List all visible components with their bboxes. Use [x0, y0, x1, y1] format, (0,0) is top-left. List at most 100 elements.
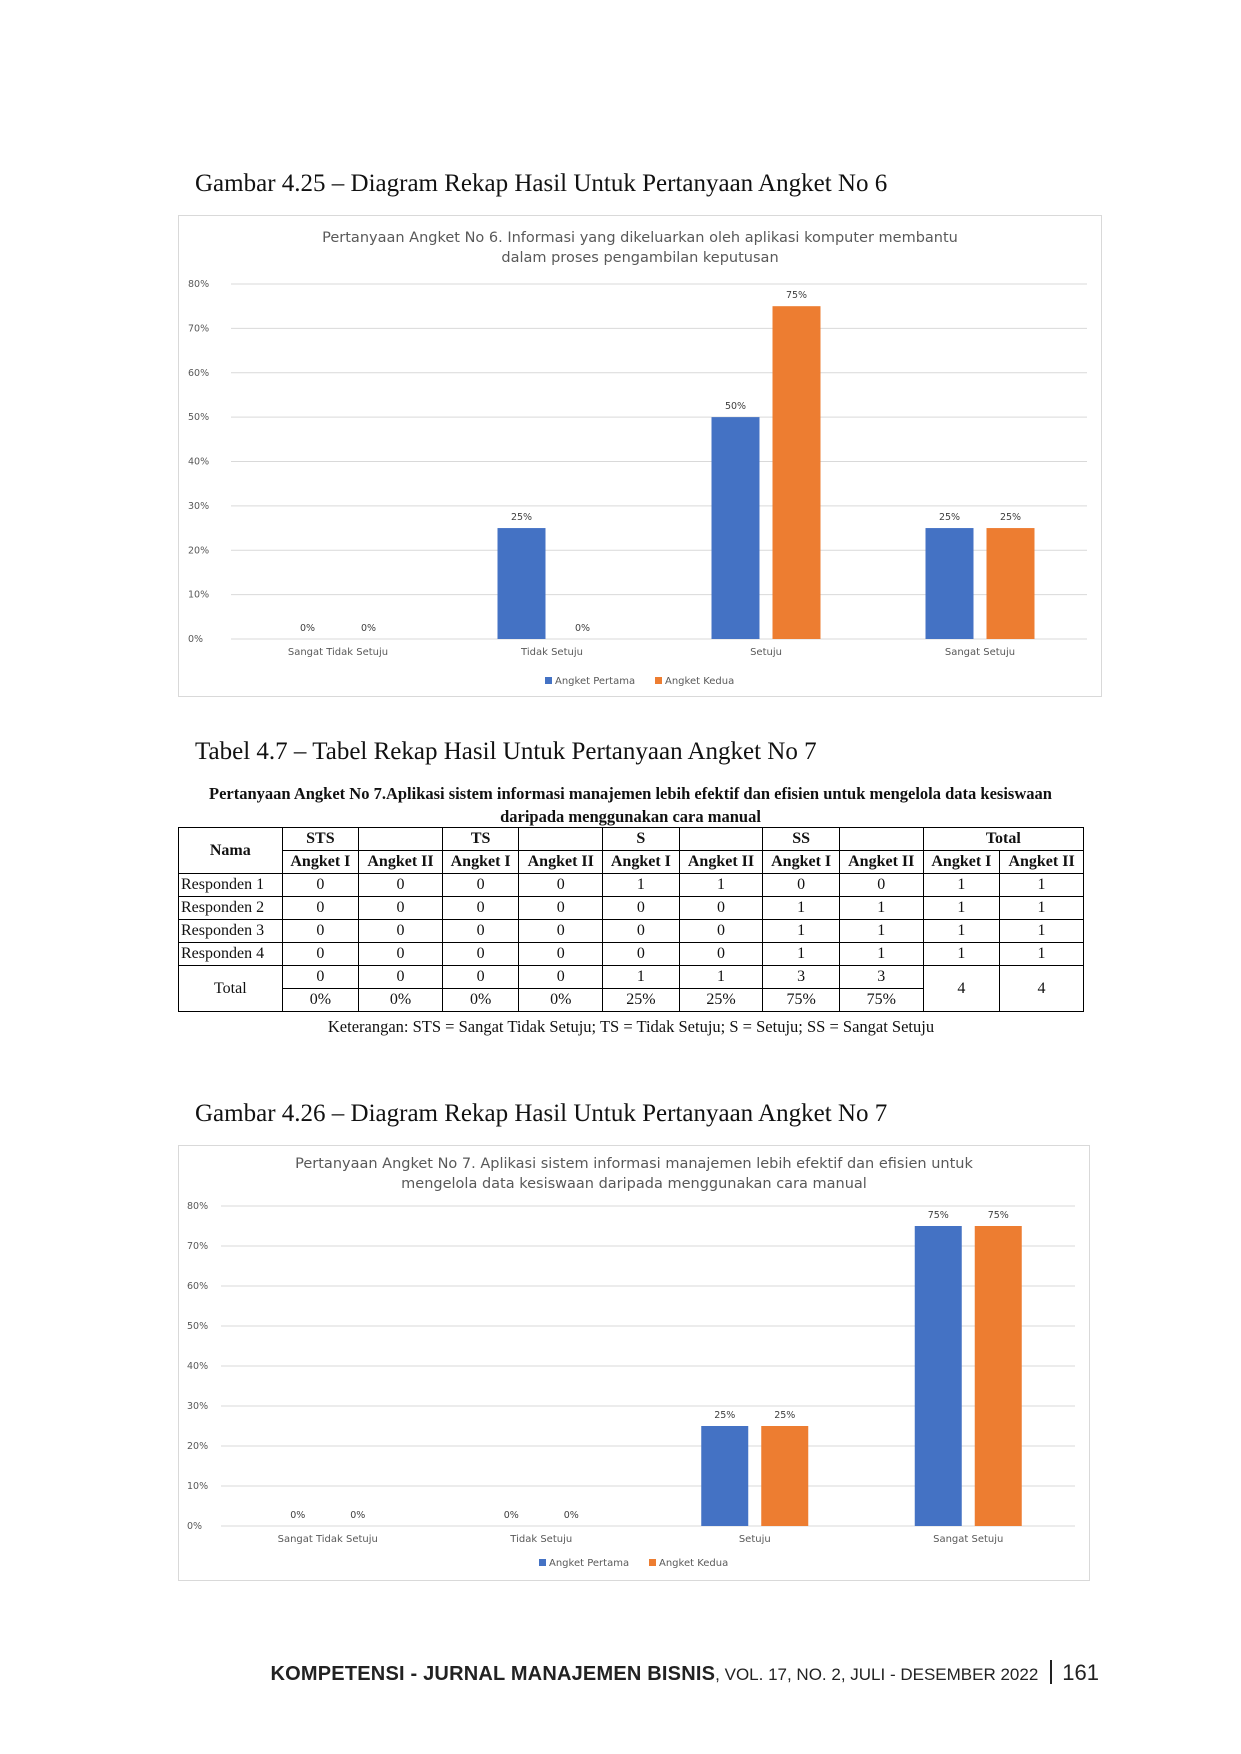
rekap-table: Nama STS TS S SS Total Angket I Angket I…: [178, 827, 1085, 1012]
header-total: Total: [922, 827, 1085, 851]
table-title: Pertanyaan Angket No 7.Aplikasi sistem i…: [178, 782, 1083, 828]
cell: 0: [281, 896, 360, 920]
total-count: 3: [762, 965, 840, 989]
y-tick-label: 70%: [188, 323, 209, 334]
data-label: 25%: [1000, 512, 1021, 523]
table-title-line2: daripada menggunakan cara manual: [500, 807, 761, 826]
cell: 1: [922, 873, 1001, 897]
y-tick-label: 40%: [187, 1361, 208, 1372]
y-tick-label: 80%: [187, 1201, 208, 1212]
y-tick-label: 40%: [188, 457, 209, 468]
cell: 1: [678, 873, 764, 897]
sub-header: Angket I: [922, 850, 1001, 874]
category-label: Sangat Setuju: [945, 647, 1015, 658]
cell: 0: [441, 896, 520, 920]
cell: 0: [441, 942, 520, 966]
sub-header: Angket II: [518, 850, 604, 874]
total-row-counts: Total 0 0 0 0 1 1 3 3 4 4: [178, 965, 1084, 1012]
cell: 1: [999, 896, 1084, 920]
table-caption: Tabel 4.7 – Tabel Rekap Hasil Untuk Pert…: [195, 738, 817, 765]
data-label: 0%: [575, 623, 590, 634]
cell: 1: [999, 873, 1084, 897]
table-row: Responden 3 0 0 0 0 0 0 1 1 1 1: [178, 919, 1084, 943]
y-tick-label: 50%: [188, 412, 209, 423]
category-label: Sangat Setuju: [933, 1534, 1003, 1545]
cell: 1: [999, 919, 1084, 943]
data-label: 0%: [504, 1510, 519, 1521]
legend-label: Angket Pertama: [555, 676, 635, 687]
data-label: 0%: [300, 623, 315, 634]
category-label: Sangat Tidak Setuju: [278, 1534, 378, 1545]
cell: 1: [999, 942, 1084, 966]
table-row: Responden 1 0 0 0 0 1 1 0 0 1 1: [178, 873, 1084, 897]
y-tick-label: 50%: [187, 1321, 208, 1332]
cell: 1: [838, 942, 924, 966]
cell: 0: [281, 873, 360, 897]
cell: 0: [281, 942, 360, 966]
total-pct: 0%: [358, 988, 443, 1012]
y-tick-label: 20%: [187, 1441, 208, 1452]
journal-volume: , VOL. 17, NO. 2, JULI - DESEMBER 2022: [715, 1665, 1039, 1684]
chart-angket-7: Pertanyaan Angket No 7. Aplikasi sistem …: [178, 1145, 1090, 1581]
cell: 0: [678, 919, 764, 943]
page-footer: KOMPETENSI - JURNAL MANAJEMEN BISNIS, VO…: [270, 1660, 1099, 1686]
data-label: 75%: [786, 290, 807, 301]
header-nama: Nama: [178, 827, 283, 874]
chart-angket-6-svg: Pertanyaan Angket No 6. Informasi yang d…: [188, 230, 1087, 687]
y-tick-label: 30%: [188, 501, 209, 512]
cell: 0: [762, 873, 840, 897]
y-tick-label: 70%: [187, 1241, 208, 1252]
journal-name: KOMPETENSI - JURNAL MANAJEMEN BISNIS: [270, 1663, 716, 1685]
total-count: 1: [678, 965, 764, 989]
total-pct: 75%: [762, 988, 840, 1012]
total-count: 0: [281, 965, 360, 989]
data-label: 25%: [714, 1410, 735, 1421]
footer-separator: [1050, 1660, 1053, 1684]
bar: [497, 528, 546, 639]
total-count: 1: [602, 965, 680, 989]
total-row-pcts: 0% 0% 0% 0% 25% 25% 75% 75%: [179, 988, 1084, 1012]
total-pct: 25%: [602, 988, 680, 1012]
cell: 1: [922, 919, 1001, 943]
table-header-row-1: Nama STS TS S SS Total: [178, 827, 1085, 874]
y-tick-label: 10%: [187, 1481, 208, 1492]
sub-header: Angket I: [281, 850, 360, 874]
category-label: Setuju: [750, 647, 782, 658]
chart-angket-6: Pertanyaan Angket No 6. Informasi yang d…: [178, 215, 1102, 697]
page-number: 161: [1062, 1660, 1099, 1685]
total-pct: 0%: [281, 988, 360, 1012]
row-name: Responden 2: [178, 896, 283, 920]
legend-swatch: [545, 677, 552, 684]
category-label: Tidak Setuju: [509, 1534, 572, 1545]
header-ts: TS: [441, 827, 520, 851]
y-tick-label: 60%: [188, 368, 209, 379]
sub-header: Angket II: [358, 850, 443, 874]
table-title-line1: Pertanyaan Angket No 7.Aplikasi sistem i…: [209, 784, 1052, 803]
y-tick-label: 80%: [188, 279, 209, 290]
total-pct: 0%: [518, 988, 604, 1012]
legend-label: Angket Kedua: [659, 1558, 728, 1569]
data-label: 50%: [725, 401, 746, 412]
data-label: 75%: [988, 1210, 1009, 1221]
data-label: 0%: [350, 1510, 365, 1521]
cell: 0: [358, 873, 443, 897]
chart-title: mengelola data kesiswaan daripada menggu…: [401, 1176, 867, 1192]
header-blank: [358, 827, 443, 851]
legend-label: Angket Kedua: [665, 676, 734, 687]
cell: 0: [838, 873, 924, 897]
cell: 1: [838, 896, 924, 920]
cell: 1: [922, 896, 1001, 920]
sub-header: Angket II: [999, 850, 1084, 874]
total-count: 0: [441, 965, 520, 989]
table-note: Keterangan: STS = Sangat Tidak Setuju; T…: [327, 1017, 935, 1036]
legend-swatch: [539, 1559, 546, 1566]
total-total: 4: [999, 965, 1084, 1012]
cell: 0: [358, 942, 443, 966]
legend-swatch: [655, 677, 662, 684]
total-label: Total: [178, 965, 283, 1012]
chart-angket-7-svg: Pertanyaan Angket No 7. Aplikasi sistem …: [187, 1156, 1075, 1569]
data-label: 0%: [564, 1510, 579, 1521]
cell: 0: [602, 919, 680, 943]
row-name: Responden 3: [178, 919, 283, 943]
figure2-caption: Gambar 4.26 – Diagram Rekap Hasil Untuk …: [195, 1100, 888, 1127]
